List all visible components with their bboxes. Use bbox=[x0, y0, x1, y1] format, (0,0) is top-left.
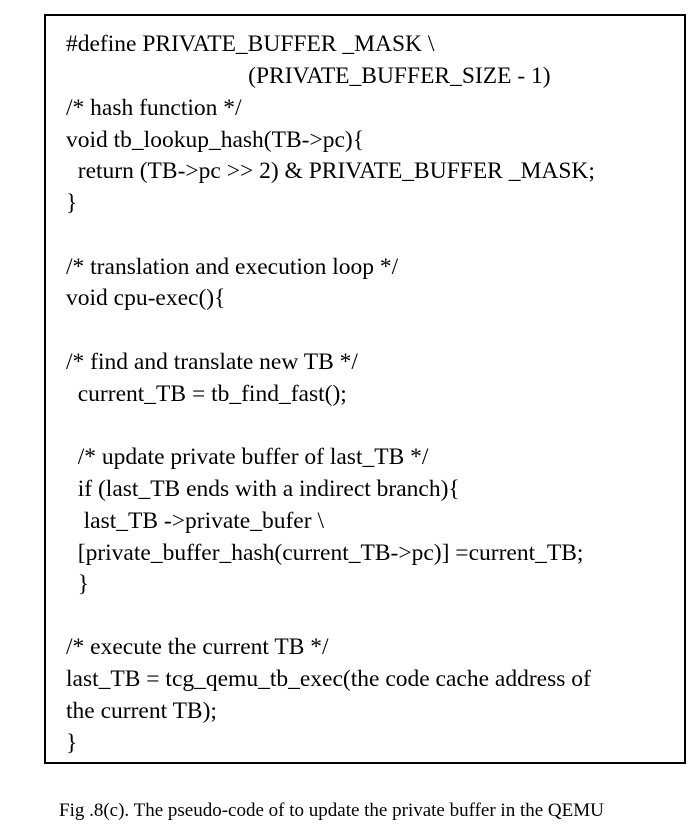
figure-caption: Fig .8(c). The pseudo-code of to update … bbox=[59, 800, 604, 821]
code-line: last_TB = tcg_qemu_tb_exec(the code cach… bbox=[66, 666, 591, 692]
code-line: void cpu-exec(){ bbox=[66, 285, 226, 311]
code-line: } bbox=[66, 571, 90, 597]
code-line: void tb_lookup_hash(TB->pc){ bbox=[66, 127, 365, 153]
code-line: current_TB = tb_find_fast(); bbox=[66, 381, 347, 407]
code-line: /* find and translate new TB */ bbox=[66, 349, 358, 375]
code-line: [private_buffer_hash(current_TB->pc)] =c… bbox=[66, 540, 584, 566]
code-listing-box: #define PRIVATE_BUFFER _MASK \ (PRIVATE_… bbox=[44, 14, 686, 764]
code-line: } bbox=[66, 190, 78, 216]
code-line: return (TB->pc >> 2) & PRIVATE_BUFFER _M… bbox=[66, 158, 595, 184]
code-line: #define PRIVATE_BUFFER _MASK \ bbox=[66, 31, 435, 57]
code-line: /* update private buffer of last_TB */ bbox=[66, 444, 429, 470]
code-line: (PRIVATE_BUFFER_SIZE - 1) bbox=[66, 63, 551, 89]
code-line: the current TB); bbox=[66, 698, 217, 724]
code-line: /* hash function */ bbox=[66, 95, 242, 121]
code-line: /* execute the current TB */ bbox=[66, 634, 329, 660]
code-line: /* translation and execution loop */ bbox=[66, 254, 399, 280]
code-line: } bbox=[66, 730, 78, 756]
code-line: last_TB ->private_bufer \ bbox=[66, 508, 324, 534]
code-line: if (last_TB ends with a indirect branch)… bbox=[66, 476, 460, 502]
